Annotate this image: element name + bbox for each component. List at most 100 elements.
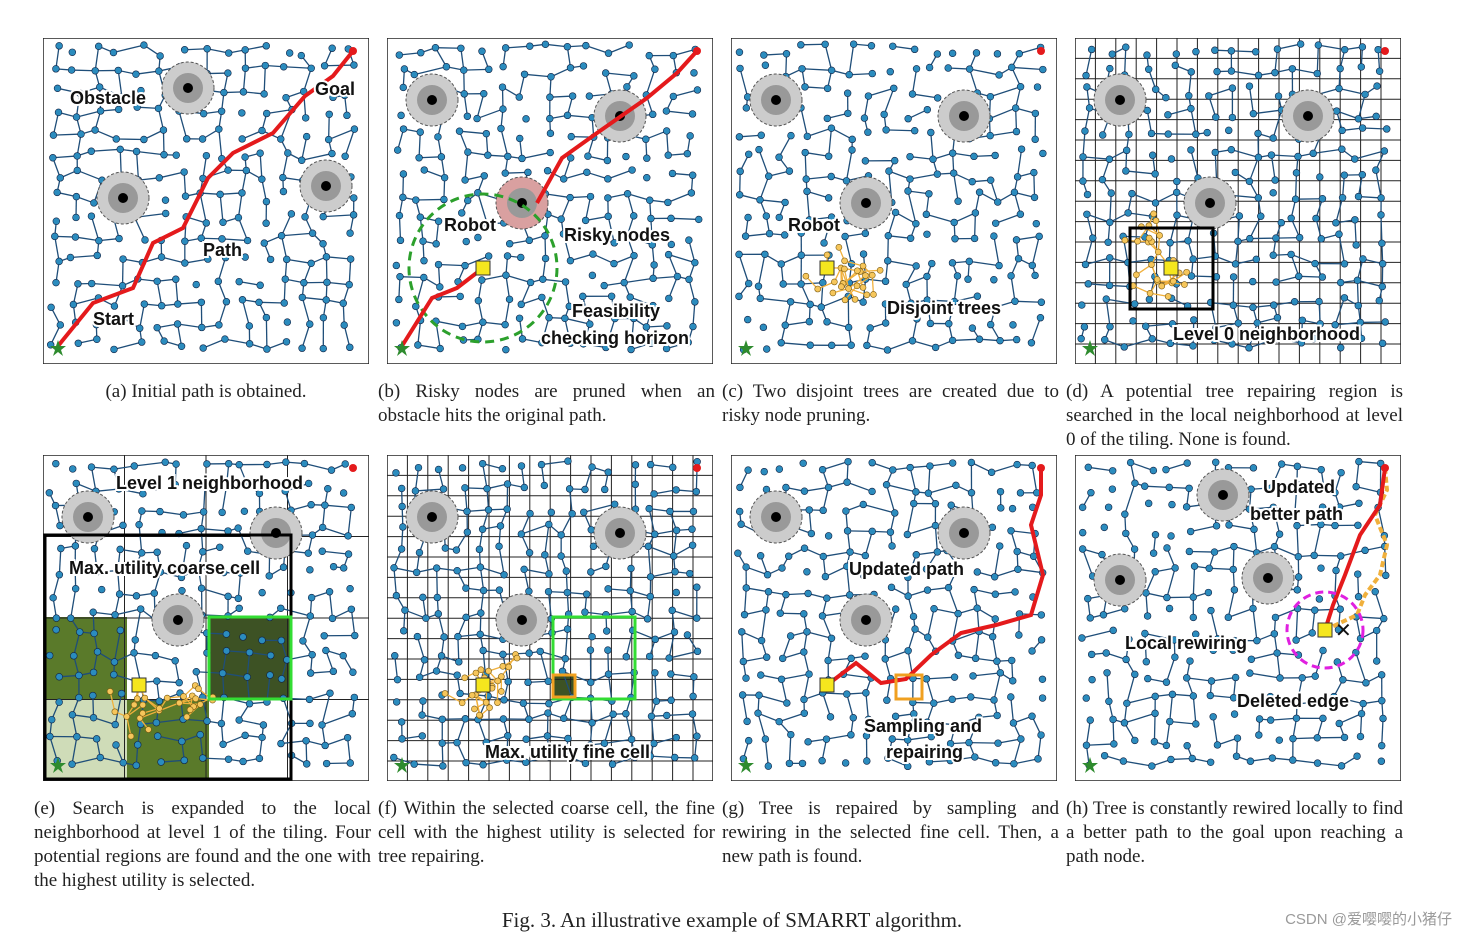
tree-node — [282, 458, 290, 466]
tree-node — [1315, 595, 1324, 603]
tree-node — [1287, 214, 1295, 222]
tree-node — [476, 563, 485, 571]
tree-edge — [912, 340, 936, 349]
tree-node — [320, 62, 329, 70]
tree-node — [545, 313, 553, 322]
tree-node — [735, 133, 744, 141]
tree-node — [735, 292, 743, 301]
tree-graph — [735, 40, 1047, 354]
tree-node — [1212, 323, 1220, 332]
subtree-edge — [126, 716, 132, 737]
tree-node — [1105, 697, 1113, 706]
tree-node — [304, 549, 312, 557]
tree-node — [525, 236, 534, 245]
tree-node — [844, 457, 852, 466]
subtree-node — [461, 674, 469, 682]
tree-edge — [222, 650, 228, 674]
tree-node — [627, 735, 636, 744]
tree-node — [757, 671, 765, 679]
tree-node — [255, 754, 264, 763]
tree-node — [1289, 734, 1297, 743]
tree-node — [1173, 177, 1181, 186]
tree-node — [824, 532, 833, 540]
tree-node — [262, 109, 271, 118]
tree-node — [217, 107, 226, 115]
tree-node — [841, 759, 850, 767]
tree-node — [1121, 510, 1129, 518]
tree-node — [662, 127, 671, 135]
tree-node — [1141, 629, 1149, 638]
panel-a: Obstacle Goal Path Start — [43, 38, 369, 364]
tree-node — [782, 590, 790, 599]
tree-node — [1028, 461, 1036, 470]
tree-node — [761, 735, 770, 743]
tree-node — [203, 460, 211, 468]
tree-node — [1337, 762, 1346, 770]
tree-node — [1229, 694, 1238, 702]
tree-edge — [159, 510, 184, 516]
tree-node — [1340, 733, 1349, 742]
tree-node — [645, 652, 654, 661]
tree-node — [846, 548, 854, 556]
tree-node — [139, 490, 147, 498]
tree-node — [204, 255, 212, 263]
tree-node — [501, 320, 509, 329]
tree-node — [326, 689, 334, 697]
tree-edge — [1313, 148, 1342, 155]
tree-edge — [305, 740, 308, 764]
tree-edge — [1318, 301, 1321, 324]
tree-node — [797, 41, 805, 49]
tree-node — [49, 594, 57, 602]
tree-edge — [785, 320, 810, 326]
tree-edge — [758, 694, 788, 704]
tree-node — [307, 259, 315, 268]
tree-node — [180, 46, 189, 54]
tree-node — [669, 552, 678, 560]
tree-node — [1373, 82, 1381, 90]
obstacle — [937, 89, 991, 143]
tree-node — [739, 657, 748, 666]
tree-node — [75, 89, 84, 97]
tree-node — [1375, 296, 1383, 305]
tree-edge — [1011, 66, 1043, 71]
tree-node — [453, 671, 461, 679]
tree-edge — [1274, 546, 1299, 558]
tree-edge — [75, 236, 99, 242]
tree-node — [742, 584, 750, 592]
tree-node — [1380, 147, 1389, 155]
tree-node — [90, 199, 98, 207]
tree-edge — [1033, 172, 1036, 198]
tree-node — [454, 632, 462, 641]
obstacle — [1183, 176, 1237, 230]
tree-node — [762, 485, 771, 494]
tree-node — [1187, 272, 1196, 280]
tree-edge — [506, 735, 509, 761]
tree-node — [868, 487, 876, 496]
tree-node — [502, 345, 510, 354]
tree-edge — [220, 697, 225, 724]
caption-b: (b) Risky nodes are pruned when an obsta… — [378, 381, 715, 426]
tree-node — [806, 341, 814, 349]
tree-node — [328, 614, 337, 623]
tree-node — [1183, 674, 1191, 682]
tree-node — [586, 741, 595, 749]
tree-node — [46, 732, 54, 741]
subtree-node — [123, 713, 131, 720]
tree-edge — [843, 673, 872, 679]
tree-edge — [969, 741, 999, 744]
tree-node — [735, 191, 744, 199]
tree-node — [1145, 295, 1154, 304]
tree-node — [995, 71, 1003, 79]
tree-node — [776, 609, 784, 617]
label-risky-nodes: Risky nodes — [564, 225, 670, 245]
tree-node — [1171, 653, 1179, 661]
label-feasibility: Feasibility — [572, 301, 660, 321]
tree-node — [627, 345, 635, 354]
tree-node — [931, 343, 940, 352]
tree-node — [800, 487, 809, 495]
tree-edge — [907, 524, 936, 536]
tree-edge — [258, 301, 285, 304]
subtree-node — [476, 711, 483, 719]
tree-node — [1123, 699, 1131, 708]
tree-node — [845, 591, 854, 599]
